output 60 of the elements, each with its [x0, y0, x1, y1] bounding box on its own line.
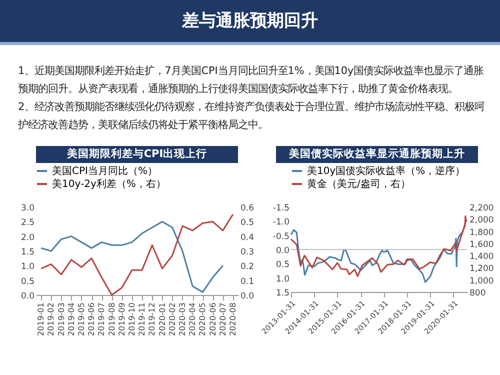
x-tick-label: 2019-05 [76, 302, 86, 336]
y2-tick-label: 2,200 [470, 204, 494, 214]
x-tick-label: 2019-06 [87, 302, 96, 336]
y2-tick-label: 0.6 [240, 204, 254, 214]
x-tick-label: 2019-08 [107, 302, 116, 336]
y2-tick-label: 1,400 [470, 252, 494, 262]
y-tick-label: 2.5 [20, 218, 34, 228]
y-tick-label: -1.0 [272, 218, 290, 228]
y-tick-label: 0.5 [276, 260, 290, 270]
x-tick-label: 2019-02 [46, 302, 56, 336]
text: 2、经济改善预期能否继续强化仍待观察，在维持资产负债表处于合理位置、维护市场流动性平稳、积极呵护经济改善趋势，美联储后续仍将处于紧平衡格局之中。 [18, 100, 486, 133]
x-tick-label: 2019-10 [127, 302, 136, 336]
chart-title: 美国债实际收益率显示通胀预期上升 [276, 146, 478, 163]
x-tick-label: 2020-07 [218, 302, 228, 336]
y-tick-label: 2.0 [20, 232, 34, 243]
legend-label: 美国CPI当月同比（%） [52, 165, 158, 177]
x-tick-label: 2019-09 [117, 302, 126, 336]
y2-tick-label: 1,600 [470, 240, 494, 250]
x-tick-label: 2020-05 [198, 302, 208, 336]
legend-label: 美10y国债实际收益率（%，逆序） [307, 165, 466, 177]
x-tick-label: 2020-04 [188, 302, 198, 336]
y-tick-label: 1.0 [276, 274, 290, 284]
y-tick-label: 3.0 [20, 204, 34, 214]
x-tick-label: 2019-03 [56, 302, 66, 336]
x-tick-label: 2019-12 [148, 302, 157, 336]
y-tick-label: 1.0 [20, 262, 34, 272]
x-tick-label: 2019-04 [66, 302, 76, 336]
x-tick-label: 2019-07 [97, 302, 106, 336]
x-tick-label: 2019-11 [138, 302, 147, 336]
y-tick-label: 1.5 [276, 288, 290, 298]
y-tick-label: 1.5 [20, 248, 34, 258]
x-tick-label: 2020-03 [178, 302, 187, 336]
y2-tick-label: 1,000 [470, 276, 494, 286]
text: 差与通胀预期回升 [0, 0, 500, 45]
y-tick-label: 0.0 [276, 246, 290, 256]
y2-tick-label: 1,800 [470, 228, 494, 238]
legend-label: 黄金（美元/盎司，右） [307, 178, 410, 190]
y2-tick-label: 0.0 [240, 292, 254, 302]
chart-title: 美国期限利差与CPI出现上行 [36, 146, 238, 163]
x-tick-label: 2020-02 [168, 302, 177, 336]
y-tick-label: 0.5 [20, 276, 34, 287]
y2-tick-label: 0.5 [240, 218, 254, 228]
y-tick-label: 0.0 [20, 292, 34, 302]
y-tick-label: -0.5 [272, 232, 290, 242]
y2-tick-label: 0.3 [240, 248, 254, 258]
x-tick-label: 2020-08 [228, 302, 238, 336]
y2-tick-label: 0.2 [240, 262, 254, 272]
x-tick-label: 2020-06 [208, 302, 218, 336]
x-tick-label: 2019-01 [36, 302, 46, 336]
legend-label: 美10y-2y利差（%，右） [52, 178, 166, 190]
y2-tick-label: 1,200 [470, 264, 494, 274]
line-series [40, 220, 224, 293]
y-tick-label: -1.5 [272, 204, 290, 214]
y2-tick-label: 800 [470, 288, 486, 298]
text: 1、近期美国期限利差开始走扩，7月美国CPI当月同比回升至1%，美国10y国债实际收益率也显示了通胀预期的回升。从资产表现看，通胀预期的上行使得美国国债实际收益率下行，助推了黄金价格表现。 [18, 64, 485, 97]
y2-tick-label: 0.4 [240, 232, 254, 243]
y2-tick-label: 2,000 [470, 216, 494, 226]
line-series [40, 214, 234, 296]
y2-tick-label: 0.1 [240, 276, 254, 287]
x-tick-label: 2020-01 [158, 302, 167, 336]
